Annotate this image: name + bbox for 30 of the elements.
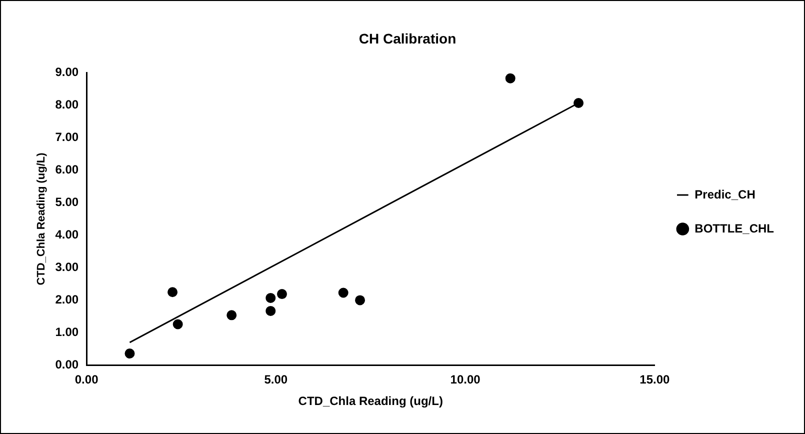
point <box>266 292 276 303</box>
y-tick-label: 9.00 <box>55 65 79 80</box>
point <box>355 295 366 306</box>
y-tick-label: 6.00 <box>55 162 79 177</box>
point <box>276 289 287 300</box>
y-tick-label: 5.00 <box>55 195 79 210</box>
point <box>168 287 178 298</box>
y-tick-label: 8.00 <box>55 98 79 112</box>
y-tick-label: 1.00 <box>55 325 79 340</box>
point <box>505 73 516 84</box>
chart-title: CH Calibration <box>358 30 456 46</box>
x-tick-label: 10.00 <box>450 372 481 387</box>
point <box>124 348 135 359</box>
y-tick-label: 7.00 <box>55 130 79 144</box>
y-tick-label: 3.00 <box>55 260 79 274</box>
point <box>338 288 348 298</box>
x-tick-label: 5.00 <box>264 372 288 387</box>
y-tick-label: 4.00 <box>55 228 79 242</box>
y-tick-label: 0.00 <box>55 358 79 372</box>
legend-label: BOTTLE_CHL <box>694 221 774 236</box>
x-tick-label: 15.00 <box>640 372 670 387</box>
legend-label: Predic_CH <box>694 187 756 202</box>
point <box>574 98 584 108</box>
point <box>172 319 183 330</box>
x-axis-title: CTD_Chla Reading (ug/L) <box>298 394 443 408</box>
y-tick-label: 2.00 <box>55 292 79 307</box>
point <box>226 310 237 320</box>
x-tick-label: 0.00 <box>74 372 99 387</box>
y-axis-title: CTD_Chla Reading (ug/L) <box>36 152 48 286</box>
point <box>266 306 276 316</box>
